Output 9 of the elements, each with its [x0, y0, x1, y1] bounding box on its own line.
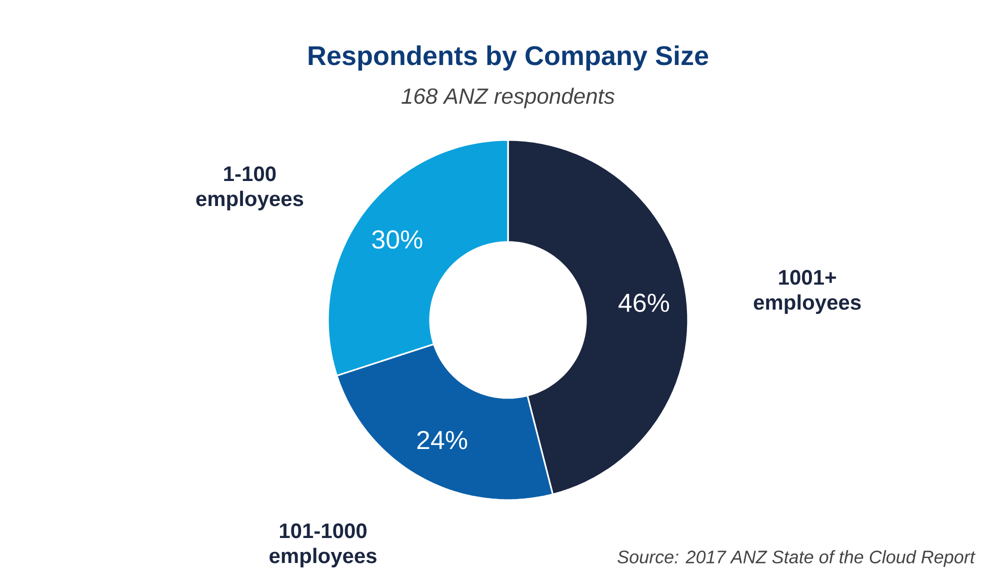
- chart-subtitle: 168 ANZ respondents: [402, 88, 615, 108]
- data-label: 30%: [372, 230, 422, 249]
- source-note: Source: 2017 ANZ State of the Cloud Report: [618, 550, 976, 567]
- data-label: 46%: [618, 294, 670, 312]
- chart-title: Respondents by Company Size: [308, 45, 708, 71]
- slice-label: 1-100 employees: [196, 166, 304, 210]
- slice-label: 101-1000 employees: [270, 523, 376, 568]
- slice-label: 1001+ employees: [754, 270, 861, 314]
- data-label: 24%: [417, 430, 468, 450]
